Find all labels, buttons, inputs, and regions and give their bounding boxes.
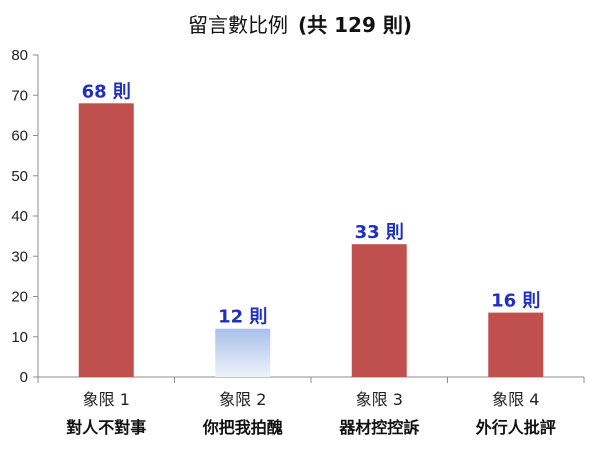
data-labels: 68 則 12 則 33 則 16 則 [82,81,541,327]
data-label: 33 則 [355,222,404,243]
x-tick-sublabel: 你把我拍醜 [202,418,283,437]
x-tick-sublabel: 器材控控訴 [338,418,419,437]
y-tick-label: 50 [11,168,28,185]
x-tick-sublabel: 外行人批評 [475,418,556,437]
y-tick-label: 80 [11,47,28,64]
axes: 0 10 20 30 40 50 60 70 80 [11,47,585,386]
data-label: 16 則 [491,291,540,312]
bar [215,328,271,377]
bar [488,312,544,377]
bar [351,244,407,377]
bar [78,103,134,378]
y-tick-label: 30 [11,248,28,265]
chart-title-suffix: (共 129 則) [298,13,412,37]
y-tick-label: 10 [11,329,28,346]
data-label: 68 則 [82,81,131,102]
data-label: 12 則 [218,307,267,328]
x-tick-sublabel: 對人不對事 [66,418,146,437]
x-tick-label: 象限 4 [492,390,539,409]
y-tick-label: 70 [11,87,28,104]
x-tick-label: 象限 1 [83,390,130,409]
x-axis-labels: 象限 1 對人不對事 象限 2 你把我拍醜 象限 3 器材控控訴 象限 4 外行人批評 [66,390,556,437]
y-tick-label: 40 [11,208,28,225]
chart-title: 留言數比例 (共 129 則) [188,13,412,37]
chart-title-main: 留言數比例 [188,13,288,37]
bars [78,103,544,378]
y-tick-label: 60 [11,128,28,145]
y-tick-label: 20 [11,289,28,306]
x-tick-label: 象限 3 [356,390,403,409]
x-tick-label: 象限 2 [219,390,266,409]
y-tick-label: 0 [20,369,28,386]
